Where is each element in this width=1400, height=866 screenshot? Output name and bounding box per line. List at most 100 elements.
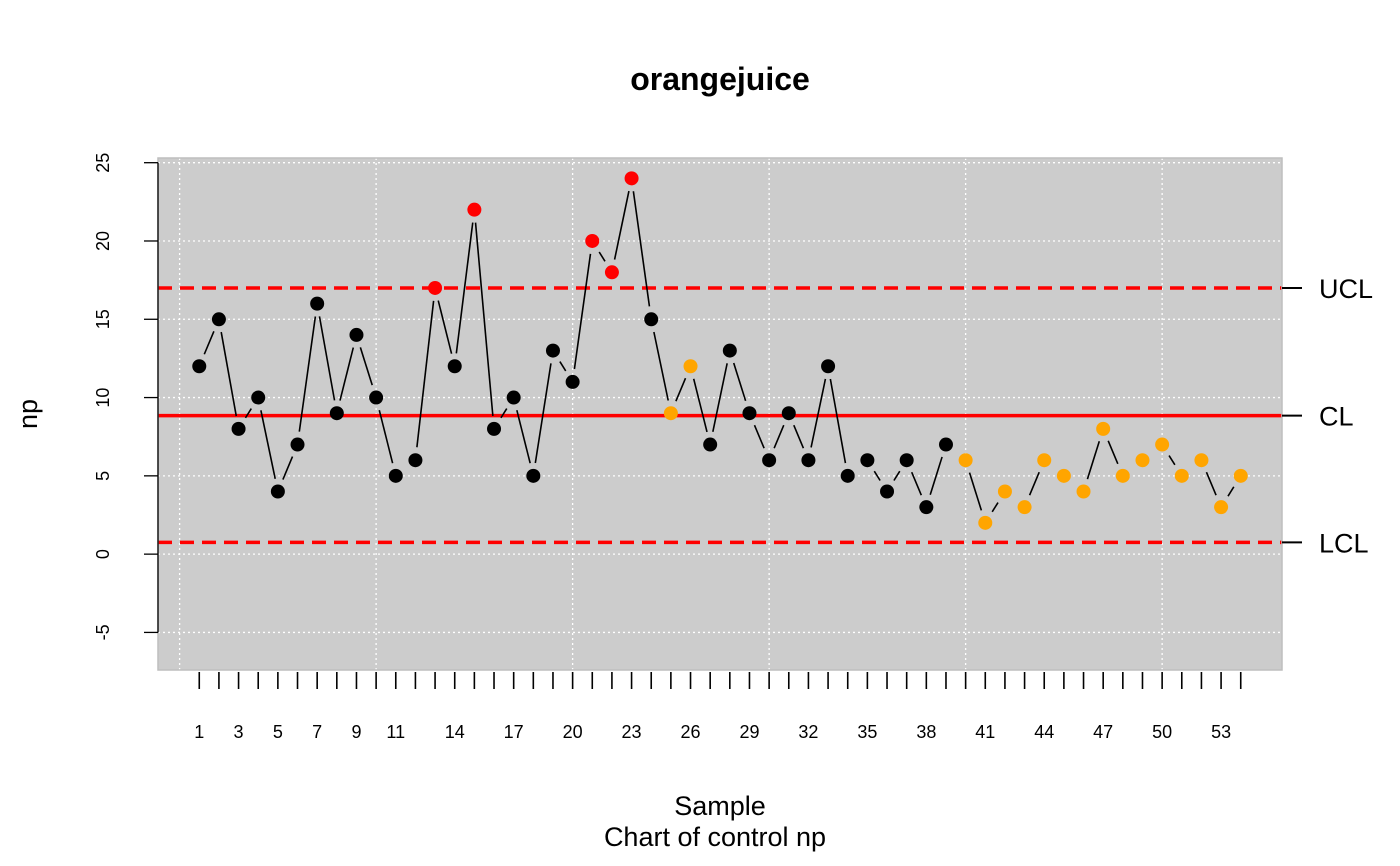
x-axis: 1 3 5 7 9 11 14 17 20 23 26 29 32 35 38 41 44 47 50 53 bbox=[194, 672, 1242, 742]
data-point-49 bbox=[1135, 453, 1150, 468]
series-segment bbox=[675, 377, 687, 402]
data-point-4 bbox=[251, 390, 266, 405]
data-point-36 bbox=[880, 484, 895, 499]
data-point-9 bbox=[349, 327, 364, 342]
series-segment bbox=[873, 470, 881, 481]
series-segment bbox=[712, 363, 728, 432]
series-segment bbox=[632, 191, 651, 307]
x-tick-label: 7 bbox=[312, 722, 322, 742]
x-tick-label: 41 bbox=[975, 722, 995, 742]
data-point-21 bbox=[585, 233, 600, 248]
data-point-48 bbox=[1115, 468, 1130, 483]
x-tick-label: 14 bbox=[445, 722, 465, 742]
data-point-19 bbox=[545, 343, 560, 358]
x-tick-label: 5 bbox=[273, 722, 283, 742]
series-segment bbox=[416, 300, 435, 448]
data-point-27 bbox=[703, 437, 718, 452]
x-tick-label: 29 bbox=[739, 722, 759, 742]
y-tick-label: 0 bbox=[93, 549, 113, 559]
data-point-51 bbox=[1174, 468, 1189, 483]
data-point-22 bbox=[604, 265, 619, 280]
series-segment bbox=[298, 316, 317, 432]
series-segment bbox=[516, 409, 531, 464]
data-point-6 bbox=[290, 437, 305, 452]
data-point-54 bbox=[1233, 468, 1248, 483]
control-limit-labels: UCL CL LCL bbox=[1282, 274, 1373, 558]
series-segment bbox=[260, 410, 276, 479]
y-tick-label: 25 bbox=[93, 153, 113, 173]
x-tick-label: 53 bbox=[1211, 722, 1231, 742]
data-point-52 bbox=[1194, 453, 1209, 468]
data-point-15 bbox=[467, 202, 482, 217]
x-tick-label: 26 bbox=[681, 722, 701, 742]
ucl-label: UCL bbox=[1319, 274, 1373, 304]
data-point-12 bbox=[408, 453, 423, 468]
series-segment bbox=[1205, 471, 1217, 496]
data-point-38 bbox=[919, 500, 934, 515]
data-point-3 bbox=[231, 421, 246, 436]
data-point-23 bbox=[624, 171, 639, 186]
series-segment bbox=[653, 331, 669, 401]
x-tick-label: 32 bbox=[798, 722, 818, 742]
x-tick-label: 38 bbox=[916, 722, 936, 742]
series-segment bbox=[929, 456, 943, 495]
data-point-7 bbox=[310, 296, 325, 311]
data-point-41 bbox=[978, 515, 993, 530]
chart-subtitle: Chart of control np bbox=[604, 822, 826, 852]
data-point-10 bbox=[369, 390, 384, 405]
series-segment bbox=[598, 251, 606, 262]
series-segment bbox=[220, 331, 238, 417]
data-point-2 bbox=[211, 312, 226, 327]
data-points bbox=[192, 171, 1248, 530]
data-point-31 bbox=[781, 406, 796, 421]
data-point-25 bbox=[663, 406, 678, 421]
data-point-5 bbox=[270, 484, 285, 499]
series-segment bbox=[773, 424, 785, 449]
series-segment bbox=[829, 378, 847, 464]
series-segment bbox=[500, 408, 508, 419]
data-point-17 bbox=[506, 390, 521, 405]
x-axis-title: Sample bbox=[674, 791, 766, 821]
series-segment bbox=[753, 424, 765, 449]
cl-label: CL bbox=[1319, 402, 1354, 432]
data-point-47 bbox=[1096, 421, 1111, 436]
series-segment bbox=[455, 222, 474, 354]
control-limits bbox=[158, 286, 1282, 545]
x-tick-label: 17 bbox=[504, 722, 524, 742]
y-tick-label: 5 bbox=[93, 471, 113, 481]
y-tick-label: 10 bbox=[93, 388, 113, 408]
y-tick-label: -5 bbox=[93, 624, 113, 640]
series-segment bbox=[732, 362, 747, 402]
data-point-32 bbox=[801, 453, 816, 468]
y-tick-label: 15 bbox=[93, 309, 113, 329]
x-tick-label: 47 bbox=[1093, 722, 1113, 742]
series-segment bbox=[968, 472, 983, 511]
series-segment bbox=[203, 330, 215, 355]
data-point-44 bbox=[1037, 453, 1052, 468]
y-axis: -5 0 5 10 15 20 25 bbox=[93, 153, 159, 640]
x-tick-label: 9 bbox=[351, 722, 361, 742]
series-segment bbox=[318, 316, 336, 401]
y-tick-label: 20 bbox=[93, 231, 113, 251]
data-point-42 bbox=[997, 484, 1012, 499]
x-tick-label: 23 bbox=[622, 722, 642, 742]
data-point-8 bbox=[329, 406, 344, 421]
series-segment bbox=[282, 456, 294, 480]
series-segment bbox=[1028, 471, 1040, 496]
series-segment bbox=[793, 424, 805, 449]
y-axis-title: np bbox=[13, 399, 43, 429]
data-point-14 bbox=[447, 359, 462, 374]
data-point-16 bbox=[487, 421, 502, 436]
x-tick-label: 50 bbox=[1152, 722, 1172, 742]
data-point-43 bbox=[1017, 500, 1032, 515]
data-point-29 bbox=[742, 406, 757, 421]
data-point-50 bbox=[1155, 437, 1170, 452]
series-segment bbox=[1227, 486, 1235, 497]
data-point-37 bbox=[899, 453, 914, 468]
series-segment bbox=[559, 361, 567, 372]
data-point-30 bbox=[762, 453, 777, 468]
data-point-26 bbox=[683, 359, 698, 374]
data-point-39 bbox=[938, 437, 953, 452]
series-segment bbox=[359, 347, 373, 386]
lcl-label: LCL bbox=[1319, 528, 1369, 558]
